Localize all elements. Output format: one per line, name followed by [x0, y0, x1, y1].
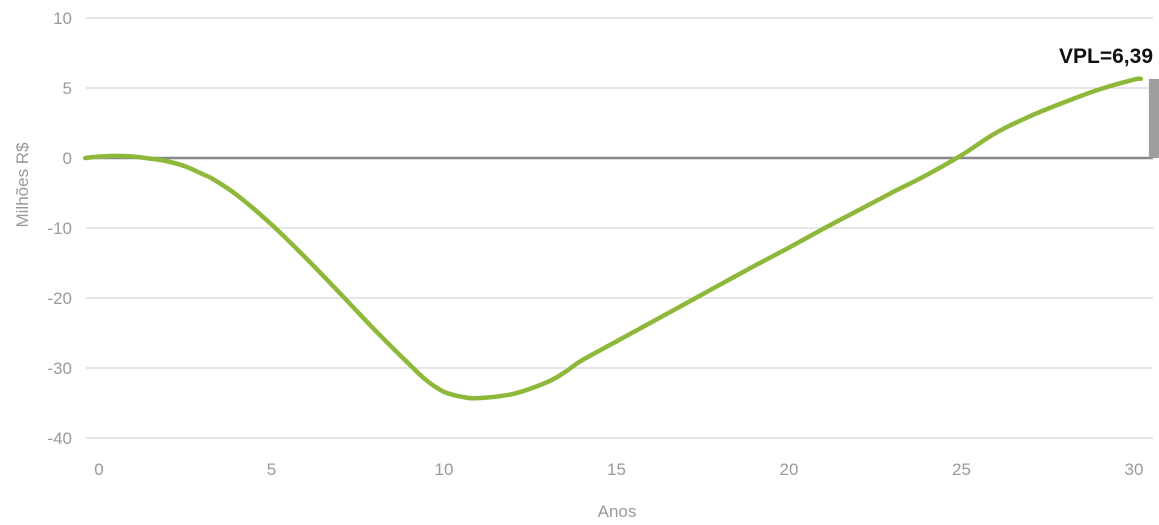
x-tick-label: 10: [435, 460, 454, 479]
x-axis-ticks: 0 5 10 15 20 25 30: [94, 460, 1143, 479]
x-tick-label: 0: [94, 460, 103, 479]
x-axis-title: Anos: [598, 502, 637, 521]
x-tick-label: 15: [607, 460, 626, 479]
y-tick-label: 10: [53, 9, 72, 28]
y-tick-label: -30: [47, 359, 72, 378]
x-tick-label: 25: [952, 460, 971, 479]
x-tick-label: 30: [1125, 460, 1144, 479]
x-tick-label: 5: [267, 460, 276, 479]
y-tick-label: -20: [47, 289, 72, 308]
y-tick-label: 5: [63, 79, 72, 98]
vpl-annotation-label: VPL=6,39: [1059, 45, 1153, 68]
series-layer: [82, 76, 1144, 401]
y-tick-label: -10: [47, 219, 72, 238]
series-line-0: [82, 76, 1144, 401]
vpl-bar-layer: [1148, 78, 1159, 158]
y-tick-label: -40: [47, 429, 72, 448]
y-axis-ticks: 10 5 0 -10 -20 -30 -40: [47, 9, 72, 448]
x-tick-label: 20: [780, 460, 799, 479]
y-axis-title: Milhões R$: [13, 142, 32, 228]
vpl-bar: [1148, 78, 1159, 158]
y-tick-label: 0: [63, 149, 72, 168]
grid-lines: [86, 17, 1153, 439]
